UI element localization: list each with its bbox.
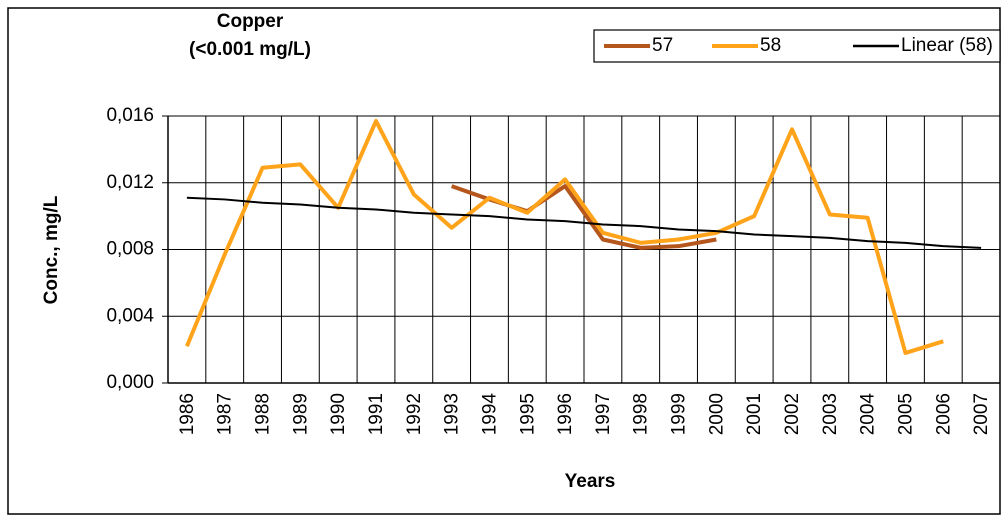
x-tick-label: 1990 — [328, 393, 349, 435]
chart-subtitle: (<0.001 mg/L) — [189, 39, 311, 60]
x-tick-label: 2003 — [820, 393, 841, 435]
x-tick-label: 1993 — [442, 393, 463, 435]
chart-border — [7, 7, 1001, 515]
x-tick-label: 1996 — [555, 393, 576, 435]
x-tick-label: 2004 — [858, 393, 879, 436]
y-axis-label: Conc., mg/L — [41, 195, 62, 304]
x-tick-label: 2000 — [706, 393, 727, 435]
x-tick-label: 1999 — [669, 393, 690, 435]
x-tick-label: 1989 — [290, 393, 311, 435]
x-tick-label: 2006 — [933, 393, 954, 435]
legend-label: Linear (58) — [901, 35, 993, 56]
x-tick-label: 2002 — [782, 393, 803, 435]
x-tick-label: 1995 — [517, 393, 538, 435]
y-tick-label: 0,016 — [106, 105, 154, 126]
legend-label: 58 — [760, 35, 781, 56]
series-line — [185, 119, 944, 355]
x-tick-label: 2005 — [895, 393, 916, 435]
x-axis-label: Years — [565, 471, 616, 492]
x-tick-label: 1992 — [404, 393, 425, 435]
chart-title: Copper — [217, 11, 284, 32]
x-tick-label: 1988 — [253, 393, 274, 435]
x-tick-label: 1997 — [593, 393, 614, 435]
legend-box — [593, 29, 1001, 63]
x-tick-label: 2007 — [971, 393, 992, 435]
x-tick-label: 1991 — [366, 393, 387, 435]
x-tick-label: 1998 — [631, 393, 652, 435]
y-tick-label: 0,012 — [106, 172, 154, 193]
x-tick-label: 1994 — [479, 393, 500, 436]
legend-label: 57 — [652, 35, 673, 56]
x-tick-label: 1987 — [215, 393, 236, 435]
y-tick-label: 0,004 — [106, 305, 154, 326]
x-tick-label: 2001 — [744, 393, 765, 435]
x-tick-label: 1986 — [177, 393, 198, 435]
y-tick-label: 0,008 — [106, 239, 154, 260]
y-tick-label: 0,000 — [106, 372, 154, 393]
series-line — [186, 196, 982, 249]
